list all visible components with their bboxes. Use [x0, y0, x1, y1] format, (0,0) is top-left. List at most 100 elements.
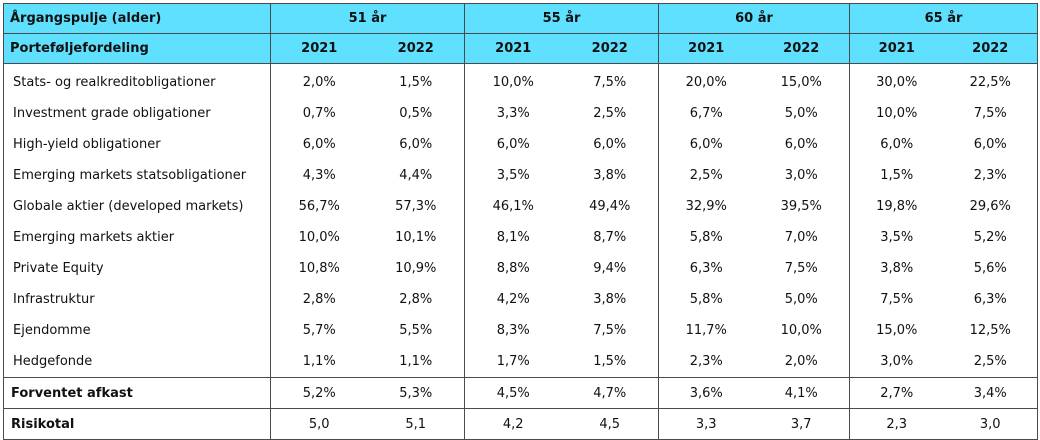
- year-header: 2021: [464, 33, 562, 64]
- value-cell: 46,1%: [464, 191, 562, 222]
- table-row: Emerging markets aktier 10,0% 10,1% 8,1% 8,7…: [3, 222, 1038, 253]
- value-cell: 10,8%: [270, 253, 368, 284]
- value-cell: 22,5%: [943, 63, 1038, 98]
- row-label: Hedgefonde: [3, 346, 271, 378]
- row-label: Infrastruktur: [3, 284, 271, 315]
- value-cell: 0,5%: [367, 98, 465, 129]
- value-cell: 7,0%: [753, 222, 850, 253]
- year-header: 2022: [943, 33, 1038, 64]
- row-label: Emerging markets statsobligationer: [3, 160, 271, 191]
- value-cell: 4,5: [561, 408, 659, 440]
- value-cell: 2,8%: [367, 284, 465, 315]
- value-cell: 8,8%: [464, 253, 562, 284]
- value-cell: 6,0%: [464, 129, 562, 160]
- value-cell: 6,3%: [943, 284, 1038, 315]
- table-row: Emerging markets statsobligationer 4,3% 4,…: [3, 160, 1038, 191]
- value-cell: 6,7%: [658, 98, 754, 129]
- value-cell: 2,5%: [943, 346, 1038, 378]
- value-cell: 3,6%: [658, 377, 754, 409]
- row-label: Investment grade obligationer: [3, 98, 271, 129]
- value-cell: 3,0%: [849, 346, 944, 378]
- value-cell: 7,5%: [561, 315, 659, 346]
- value-cell: 3,5%: [464, 160, 562, 191]
- age-group-60: 60 år: [658, 3, 850, 34]
- value-cell: 1,5%: [849, 160, 944, 191]
- value-cell: 2,0%: [270, 63, 368, 98]
- value-cell: 1,1%: [367, 346, 465, 378]
- age-group-55: 55 år: [464, 3, 659, 34]
- value-cell: 5,6%: [943, 253, 1038, 284]
- value-cell: 6,0%: [270, 129, 368, 160]
- table-row: Private Equity 10,8% 10,9% 8,8% 9,4% 6,3% 7,5%…: [3, 253, 1038, 284]
- value-cell: 2,3: [849, 408, 944, 440]
- year-header: 2021: [849, 33, 944, 64]
- value-cell: 4,4%: [367, 160, 465, 191]
- value-cell: 6,0%: [658, 129, 754, 160]
- row-label: Risikotal: [3, 408, 271, 440]
- value-cell: 15,0%: [849, 315, 944, 346]
- value-cell: 8,3%: [464, 315, 562, 346]
- value-cell: 2,3%: [658, 346, 754, 378]
- value-cell: 10,9%: [367, 253, 465, 284]
- value-cell: 7,5%: [849, 284, 944, 315]
- value-cell: 15,0%: [753, 63, 850, 98]
- value-cell: 0,7%: [270, 98, 368, 129]
- year-header: 2022: [367, 33, 465, 64]
- value-cell: 4,2: [464, 408, 562, 440]
- row-label: Forventet afkast: [3, 377, 271, 409]
- table-row: Infrastruktur 2,8% 2,8% 4,2% 3,8% 5,8% 5,0% 7,5…: [3, 284, 1038, 315]
- value-cell: 6,0%: [849, 129, 944, 160]
- value-cell: 49,4%: [561, 191, 659, 222]
- value-cell: 3,5%: [849, 222, 944, 253]
- value-cell: 6,0%: [753, 129, 850, 160]
- age-group-column-title: Årgangspulje (alder): [3, 3, 271, 34]
- table-row: Ejendomme 5,7% 5,5% 8,3% 7,5% 11,7% 10,0% 15,0%…: [3, 315, 1038, 346]
- year-header: 2022: [753, 33, 850, 64]
- year-header-row: Porteføljefordeling 2021 2022 2021 2022 …: [3, 33, 1038, 64]
- value-cell: 3,3: [658, 408, 754, 440]
- table-row: Hedgefonde 1,1% 1,1% 1,7% 1,5% 2,3% 2,0% 3,0% 2,…: [3, 346, 1038, 378]
- year-header: 2021: [658, 33, 754, 64]
- value-cell: 3,7: [753, 408, 850, 440]
- value-cell: 20,0%: [658, 63, 754, 98]
- value-cell: 3,8%: [561, 284, 659, 315]
- value-cell: 2,8%: [270, 284, 368, 315]
- value-cell: 5,8%: [658, 222, 754, 253]
- value-cell: 12,5%: [943, 315, 1038, 346]
- value-cell: 29,6%: [943, 191, 1038, 222]
- value-cell: 6,0%: [943, 129, 1038, 160]
- value-cell: 32,9%: [658, 191, 754, 222]
- value-cell: 10,0%: [849, 98, 944, 129]
- value-cell: 5,0%: [753, 98, 850, 129]
- value-cell: 3,3%: [464, 98, 562, 129]
- value-cell: 10,0%: [753, 315, 850, 346]
- value-cell: 7,5%: [753, 253, 850, 284]
- value-cell: 10,1%: [367, 222, 465, 253]
- row-label: Ejendomme: [3, 315, 271, 346]
- row-label: High-yield obligationer: [3, 129, 271, 160]
- value-cell: 6,0%: [367, 129, 465, 160]
- value-cell: 4,2%: [464, 284, 562, 315]
- portfolio-section-title: Porteføljefordeling: [3, 33, 271, 64]
- value-cell: 4,3%: [270, 160, 368, 191]
- summary-row: Forventet afkast 5,2% 5,3% 4,5% 4,7% 3,6% 4,1%…: [3, 377, 1038, 409]
- value-cell: 57,3%: [367, 191, 465, 222]
- value-cell: 10,0%: [464, 63, 562, 98]
- value-cell: 2,5%: [561, 98, 659, 129]
- value-cell: 5,8%: [658, 284, 754, 315]
- value-cell: 7,5%: [943, 98, 1038, 129]
- value-cell: 5,1: [367, 408, 465, 440]
- value-cell: 6,0%: [561, 129, 659, 160]
- value-cell: 2,7%: [849, 377, 944, 409]
- value-cell: 2,0%: [753, 346, 850, 378]
- summary-row: Risikotal 5,0 5,1 4,2 4,5 3,3 3,7 2,3 3,0: [3, 408, 1038, 440]
- value-cell: 3,4%: [943, 377, 1038, 409]
- value-cell: 5,5%: [367, 315, 465, 346]
- row-label: Emerging markets aktier: [3, 222, 271, 253]
- value-cell: 5,3%: [367, 377, 465, 409]
- summary-rows: Forventet afkast 5,2% 5,3% 4,5% 4,7% 3,6% 4,1%…: [3, 377, 1038, 440]
- value-cell: 56,7%: [270, 191, 368, 222]
- value-cell: 3,8%: [561, 160, 659, 191]
- value-cell: 5,0%: [753, 284, 850, 315]
- row-label: Globale aktier (developed markets): [3, 191, 271, 222]
